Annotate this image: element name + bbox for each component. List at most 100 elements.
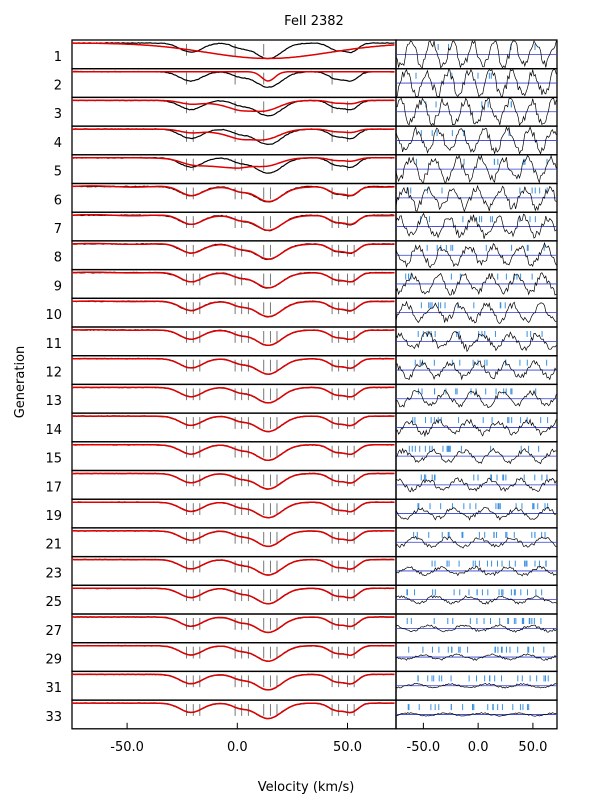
x-tick-label: -50.0 (110, 740, 144, 755)
residual-curve (395, 477, 557, 493)
residual-curve (395, 125, 557, 155)
model-fit-line (72, 386, 395, 404)
model-fit-line (72, 530, 395, 548)
model-fit-line (72, 616, 395, 634)
generation-label: 12 (45, 365, 62, 380)
observed-spectrum (71, 415, 395, 433)
residual-curve (395, 272, 557, 296)
observed-spectrum (71, 472, 395, 490)
observed-spectrum (71, 558, 395, 576)
generation-label: 29 (45, 652, 62, 667)
residual-curve (395, 595, 557, 605)
observed-spectrum (71, 156, 395, 174)
y-axis-label: Generation (13, 346, 28, 419)
x-tick-label: -50.0 (407, 740, 441, 755)
model-fit-line (71, 271, 395, 289)
generation-label: 5 (54, 165, 62, 180)
generation-label: 21 (45, 538, 62, 553)
model-fit-line (72, 99, 395, 113)
chart-title: FeII 2382 (284, 14, 344, 29)
residual-curve (395, 39, 557, 69)
generation-label: 10 (45, 308, 62, 323)
residual-curve (395, 330, 557, 353)
residual-panels (395, 39, 558, 730)
model-fit-line (72, 673, 395, 691)
x-axes: -50.0 0.0 50.0 -50.0 0.0 50.0 (110, 722, 547, 755)
model-fit-line (72, 644, 395, 662)
generation-label: 9 (54, 279, 62, 294)
residual-curve (395, 624, 557, 633)
x-tick-label: 50.0 (518, 740, 547, 755)
model-fit-line (72, 70, 395, 82)
x-axis-label: Velocity (km/s) (258, 780, 355, 795)
x-tick-label: 50.0 (333, 740, 362, 755)
model-fit-line (72, 558, 395, 576)
generation-label: 25 (45, 595, 62, 610)
model-fit-line (72, 501, 395, 519)
observed-spectrum (71, 300, 395, 318)
residual-curve (396, 389, 557, 409)
x-tick-label: 0.0 (468, 740, 489, 755)
generation-label: 3 (54, 107, 62, 122)
observed-spectrum (71, 214, 395, 232)
model-fit-line (72, 42, 395, 60)
observed-spectrum (72, 128, 395, 146)
observed-spectrum (72, 357, 395, 375)
model-fit-line (72, 157, 395, 169)
generation-label: 27 (45, 624, 62, 639)
observed-spectrum (72, 529, 395, 548)
residual-curve (395, 212, 557, 239)
model-fit-line (71, 242, 395, 260)
fit-panels (71, 39, 397, 730)
residual-curve (395, 447, 557, 465)
observed-spectrum (71, 673, 395, 691)
model-fit-line (71, 185, 395, 203)
model-fit-line (72, 415, 395, 433)
observed-spectrum (71, 616, 395, 633)
observed-spectrum (71, 386, 395, 404)
residual-curve (395, 97, 557, 127)
model-fit-line (72, 128, 395, 141)
residual-curve (395, 360, 557, 381)
x-tick-label: 0.0 (227, 740, 248, 755)
residual-curve (395, 565, 557, 577)
fit-panel-frame (71, 68, 397, 99)
model-fit-line (72, 300, 395, 318)
residual-curve (395, 184, 557, 213)
generation-label: 19 (45, 509, 62, 524)
residual-curve (395, 418, 557, 438)
generation-label: 31 (45, 681, 62, 696)
generation-label: 17 (45, 480, 62, 495)
residual-curve (395, 506, 557, 521)
generation-label: 6 (54, 193, 62, 208)
generation-label: 11 (45, 337, 62, 352)
observed-spectrum (71, 99, 395, 117)
model-fit-line (72, 444, 395, 462)
model-fit-line (72, 472, 395, 490)
observed-spectrum (71, 587, 395, 605)
generation-label: 4 (54, 136, 62, 151)
residual-curve (395, 712, 557, 717)
residual-curve (395, 682, 557, 689)
observed-spectrum (71, 329, 395, 347)
generation-label: 14 (45, 423, 62, 438)
observed-spectrum (71, 644, 395, 662)
residual-curve (395, 300, 557, 324)
generation-label: 7 (54, 222, 62, 237)
generation-label: 15 (45, 452, 62, 467)
model-fit-line (71, 213, 395, 232)
residual-curve (395, 241, 557, 269)
observed-spectrum (71, 242, 395, 261)
residual-curve (395, 68, 557, 98)
observed-spectrum (71, 70, 395, 88)
model-fit-line (72, 357, 395, 375)
observed-spectrum (71, 501, 395, 519)
observed-spectrum (71, 271, 395, 289)
observed-spectrum (72, 185, 395, 203)
generation-label: 1 (54, 50, 62, 65)
generation-label: 33 (45, 710, 62, 725)
model-fit-line (72, 587, 395, 605)
model-fit-line (72, 329, 395, 347)
